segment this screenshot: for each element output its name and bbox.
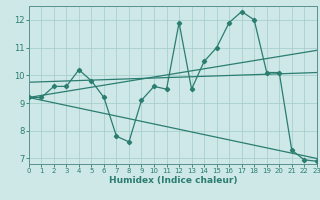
X-axis label: Humidex (Indice chaleur): Humidex (Indice chaleur)	[108, 176, 237, 185]
